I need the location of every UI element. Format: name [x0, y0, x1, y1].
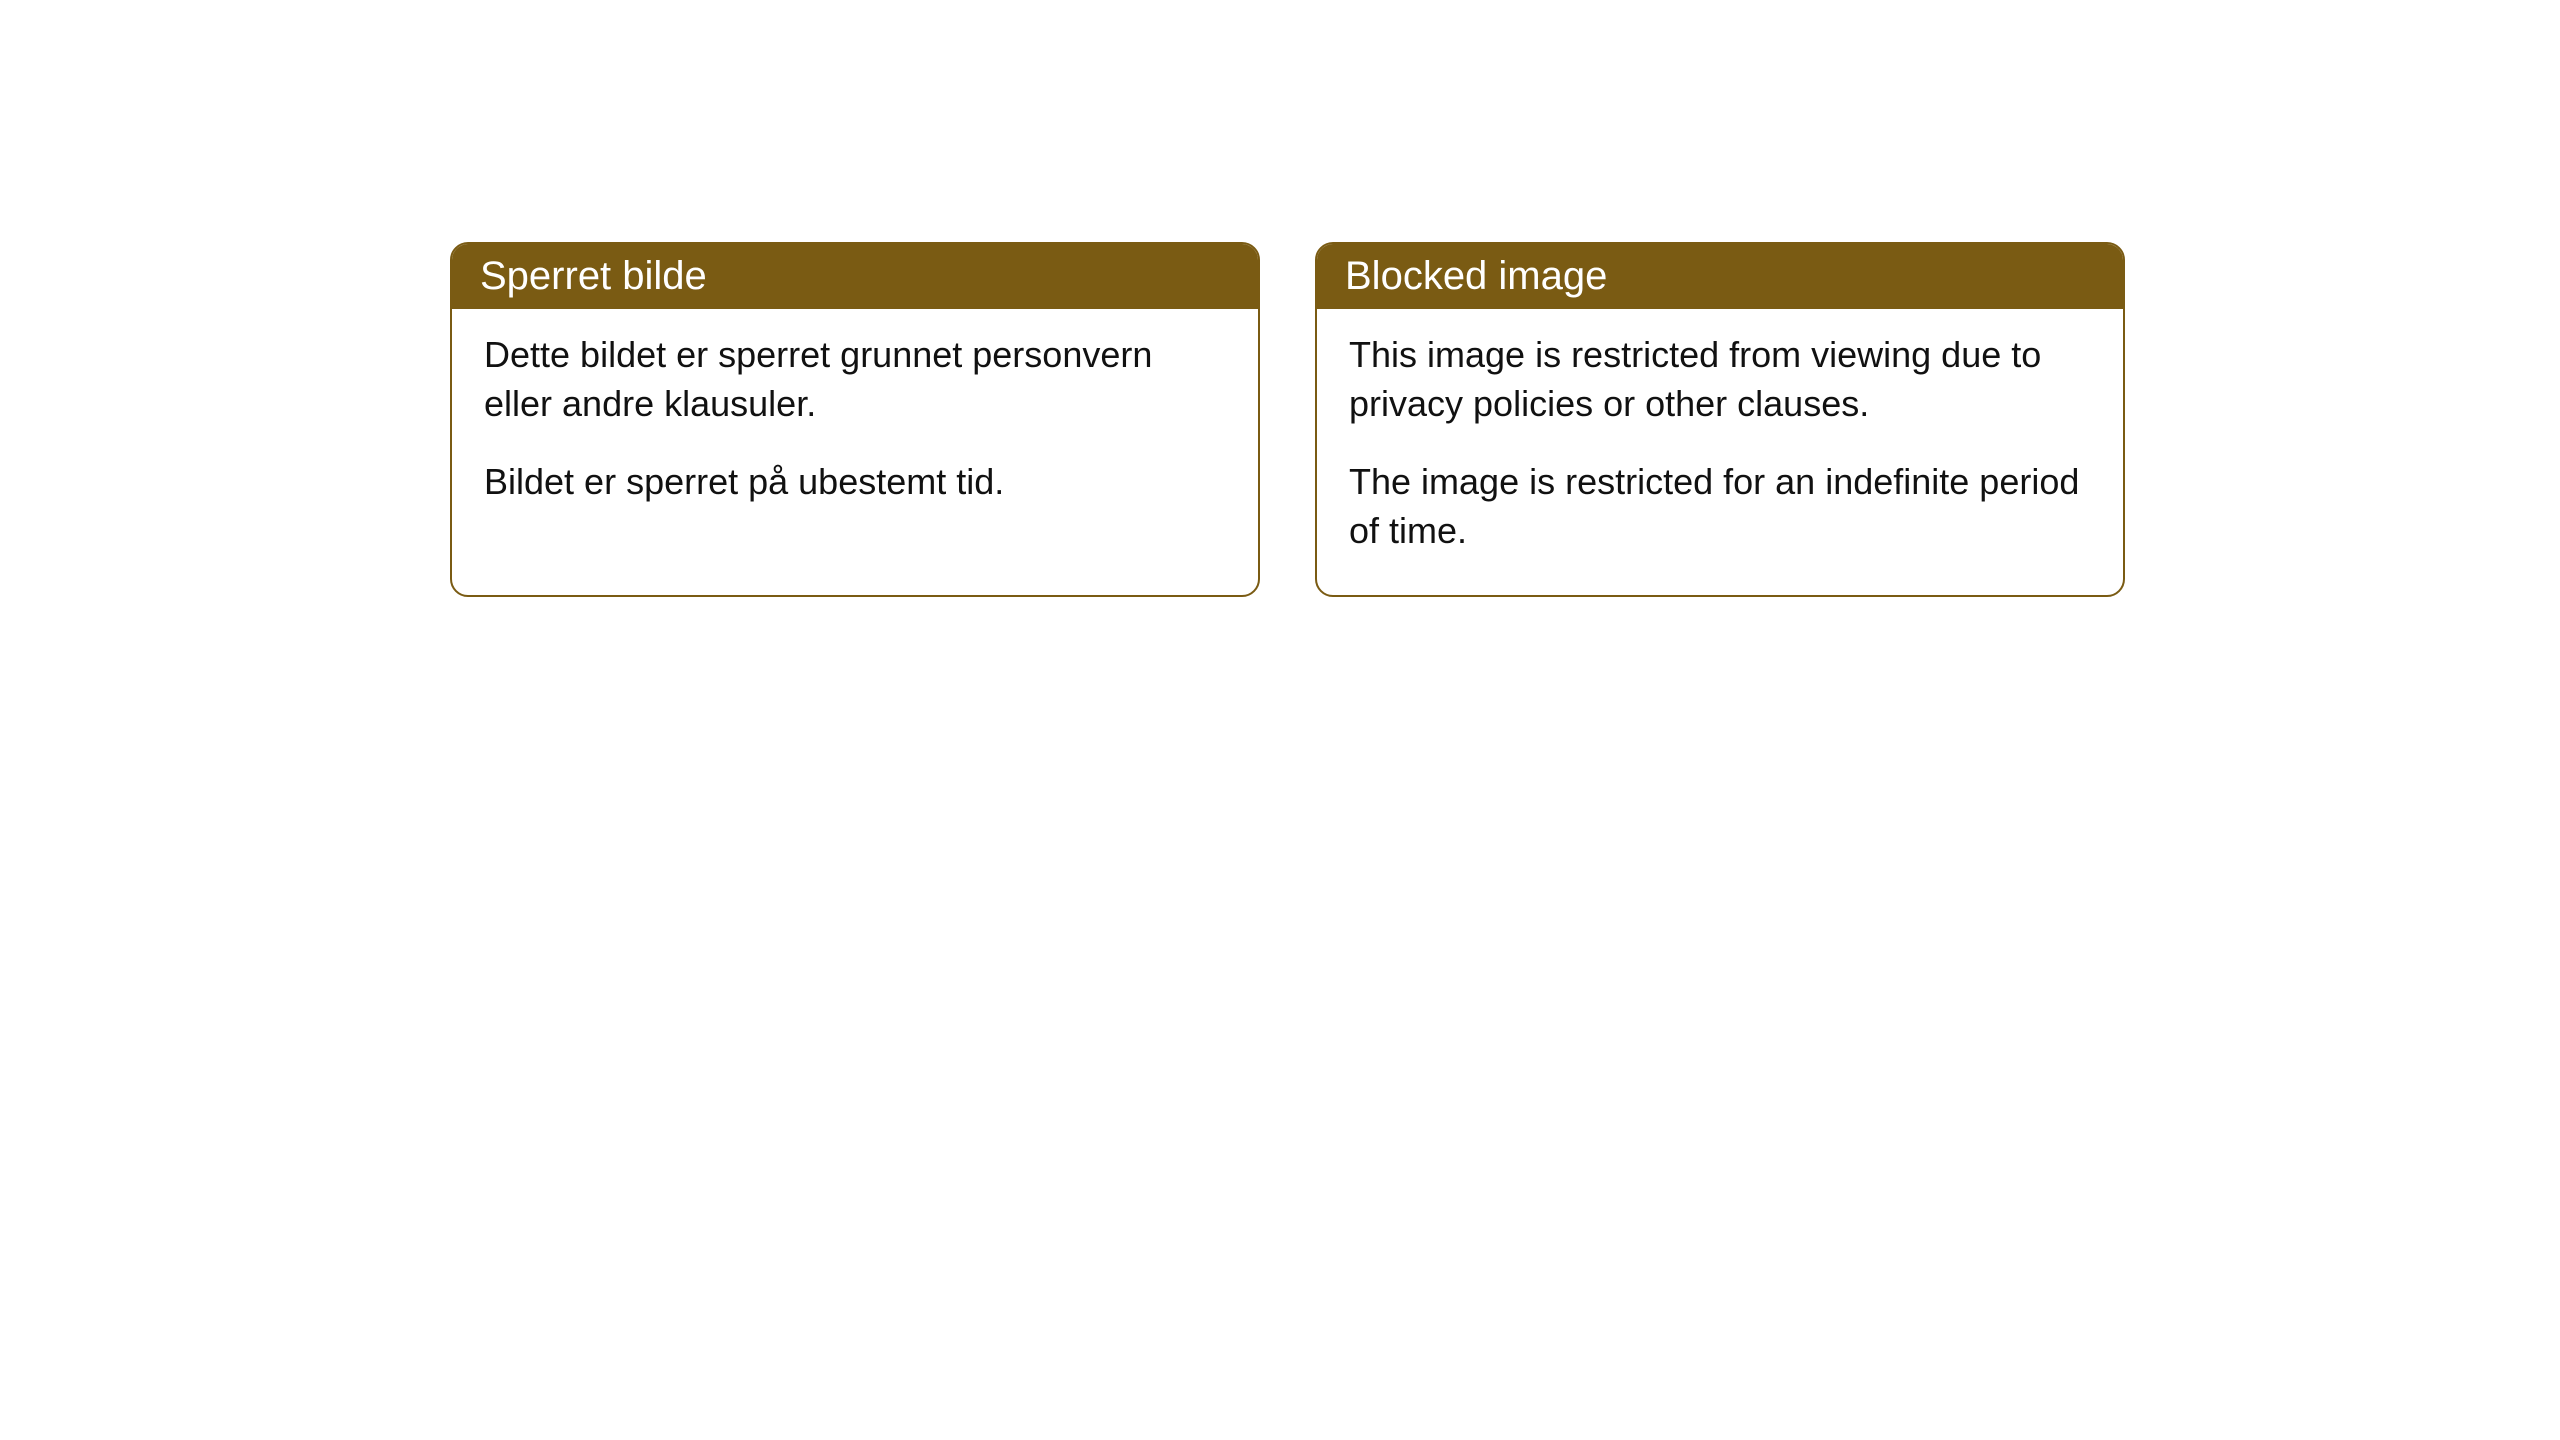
card-title: Sperret bilde: [480, 254, 707, 298]
card-header: Sperret bilde: [452, 244, 1258, 309]
notice-card-english: Blocked image This image is restricted f…: [1315, 242, 2125, 597]
card-body: This image is restricted from viewing du…: [1317, 309, 2123, 595]
card-paragraph-1: This image is restricted from viewing du…: [1349, 331, 2091, 428]
notice-cards-container: Sperret bilde Dette bildet er sperret gr…: [450, 242, 2560, 597]
card-paragraph-2: The image is restricted for an indefinit…: [1349, 458, 2091, 555]
notice-card-norwegian: Sperret bilde Dette bildet er sperret gr…: [450, 242, 1260, 597]
card-title: Blocked image: [1345, 254, 1607, 298]
card-body: Dette bildet er sperret grunnet personve…: [452, 309, 1258, 547]
card-header: Blocked image: [1317, 244, 2123, 309]
card-paragraph-1: Dette bildet er sperret grunnet personve…: [484, 331, 1226, 428]
card-paragraph-2: Bildet er sperret på ubestemt tid.: [484, 458, 1226, 507]
